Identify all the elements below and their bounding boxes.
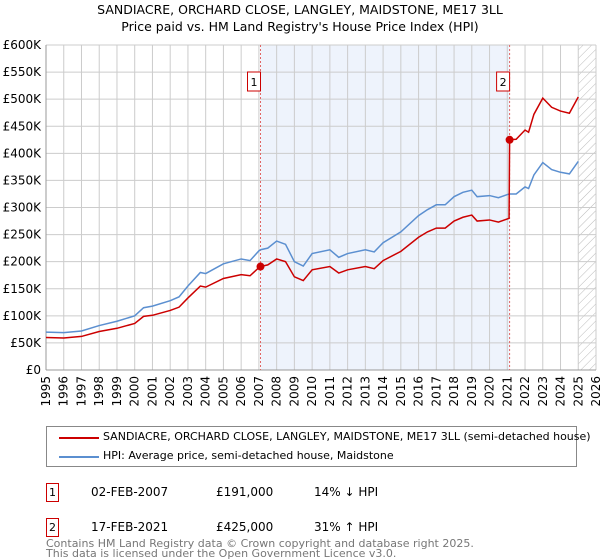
sale-label-box xyxy=(247,71,261,92)
chart-title: SANDIACRE, ORCHARD CLOSE, LANGLEY, MAIDS… xyxy=(97,2,503,17)
footer-licence: This data is licensed under the Open Gov… xyxy=(46,547,397,560)
y-tick-label: £250K xyxy=(3,228,43,242)
sale-label-box xyxy=(496,71,511,92)
x-tick-label: 2012 xyxy=(341,376,355,407)
y-tick-label: £0 xyxy=(26,363,41,377)
x-tick-label: 2001 xyxy=(145,376,159,407)
y-tick-label: £50K xyxy=(10,336,42,350)
x-tick-label: 2000 xyxy=(128,376,142,407)
sale-price: £191,000 xyxy=(216,485,274,499)
x-tick-label: 2005 xyxy=(216,376,230,407)
y-tick-label: £200K xyxy=(3,255,43,269)
x-tick-label: 2024 xyxy=(554,376,568,407)
x-tick-label: 2020 xyxy=(483,376,497,407)
sale-label: 2 xyxy=(500,76,507,89)
x-tick-label: 2016 xyxy=(412,376,426,407)
hpi-line xyxy=(45,161,579,334)
x-tick-label: 2008 xyxy=(270,376,284,407)
x-tick-label: 2011 xyxy=(323,376,337,407)
legend-swatch-hpi xyxy=(59,456,99,458)
x-tick-label: 2025 xyxy=(571,376,585,407)
y-tick-label: £300K xyxy=(3,201,43,215)
x-tick-label: 2023 xyxy=(536,376,550,407)
x-tick-label: 2010 xyxy=(305,376,319,407)
x-tick-label: 1998 xyxy=(92,376,106,407)
sale-point xyxy=(256,262,265,271)
x-tick-label: 2004 xyxy=(199,376,213,407)
sale-label: 1 xyxy=(251,76,258,89)
sale-point xyxy=(505,135,514,144)
y-tick-label: £550K xyxy=(3,65,43,79)
y-tick-label: £450K xyxy=(3,119,43,133)
x-tick-label: 2017 xyxy=(429,376,443,407)
y-tick-label: £150K xyxy=(3,282,43,296)
sale-date: 17-FEB-2021 xyxy=(91,520,169,534)
x-tick-label: 2018 xyxy=(447,376,461,407)
x-tick-label: 2007 xyxy=(252,376,266,407)
x-tick-label: 2026 xyxy=(589,376,600,407)
chart-subtitle: Price paid vs. HM Land Registry's House … xyxy=(121,19,479,34)
y-tick-label: £100K xyxy=(3,309,43,323)
x-tick-label: 2022 xyxy=(518,376,532,407)
x-tick-label: 1996 xyxy=(57,376,71,407)
y-tick-label: £400K xyxy=(3,146,43,160)
y-tick-label: £350K xyxy=(3,173,43,187)
legend-label-hpi: HPI: Average price, semi-detached house,… xyxy=(103,449,394,462)
footer-copyright: Contains HM Land Registry data © Crown c… xyxy=(46,537,474,550)
x-tick-label: 2003 xyxy=(181,376,195,407)
x-tick-label: 2002 xyxy=(163,376,177,407)
x-tick-label: 1997 xyxy=(74,376,88,407)
sale-hpi-diff: 14% ↓ HPI xyxy=(314,485,379,499)
x-tick-label: 1999 xyxy=(110,376,124,407)
legend-label-property: SANDIACRE, ORCHARD CLOSE, LANGLEY, MAIDS… xyxy=(103,430,591,443)
y-tick-label: £500K xyxy=(3,92,43,106)
sale-date: 02-FEB-2007 xyxy=(91,485,169,499)
x-tick-label: 2021 xyxy=(500,376,514,407)
sale-marker-2: 2 xyxy=(46,518,59,537)
x-tick-label: 1995 xyxy=(39,376,53,407)
sale-hpi-diff: 31% ↑ HPI xyxy=(314,520,379,534)
x-tick-label: 2019 xyxy=(465,376,479,407)
y-tick-label: £600K xyxy=(3,38,43,52)
x-tick-label: 2015 xyxy=(394,376,408,407)
sale-marker-1: 1 xyxy=(46,483,59,502)
x-tick-label: 2009 xyxy=(287,376,301,407)
x-tick-label: 2013 xyxy=(358,376,372,407)
x-tick-label: 2006 xyxy=(234,376,248,407)
x-tick-label: 2014 xyxy=(376,376,390,407)
sale-price: £425,000 xyxy=(216,520,274,534)
legend-swatch-property xyxy=(59,437,99,439)
legend: SANDIACRE, ORCHARD CLOSE, LANGLEY, MAIDS… xyxy=(46,426,591,467)
